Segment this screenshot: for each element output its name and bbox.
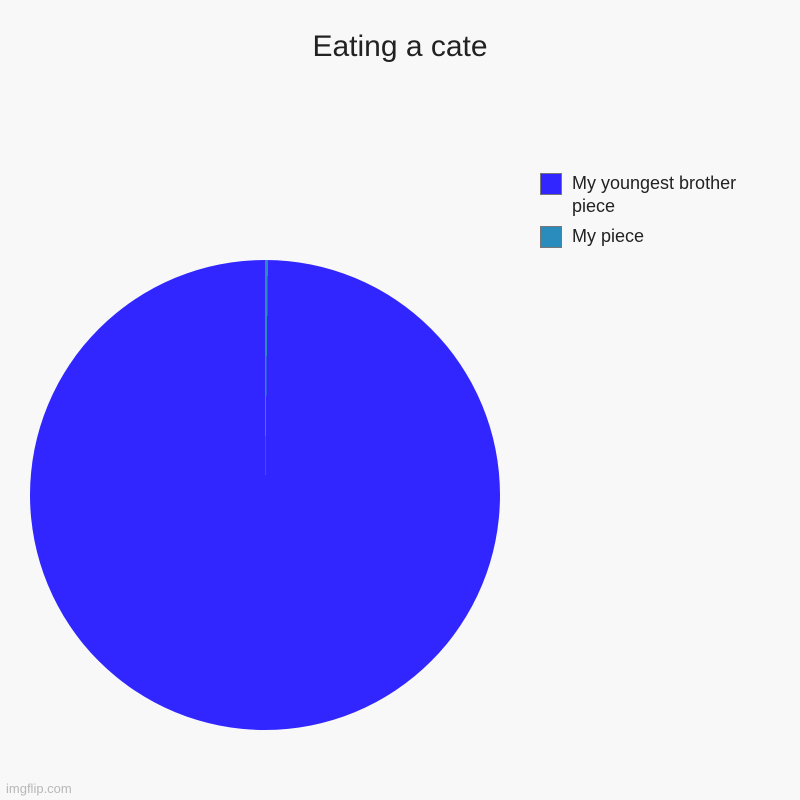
legend-label: My piece [572,225,644,248]
pie-chart: Eating a cate My youngest brother piece … [0,0,800,800]
legend: My youngest brother piece My piece [540,172,762,256]
pie-container [30,260,500,730]
chart-title: Eating a cate [0,30,800,64]
legend-label: My youngest brother piece [572,172,762,217]
legend-item: My piece [540,225,762,248]
pie-circle [30,260,500,730]
legend-item: My youngest brother piece [540,172,762,217]
legend-swatch-icon [540,226,562,248]
watermark: imgflip.com [6,781,72,796]
legend-swatch-icon [540,173,562,195]
